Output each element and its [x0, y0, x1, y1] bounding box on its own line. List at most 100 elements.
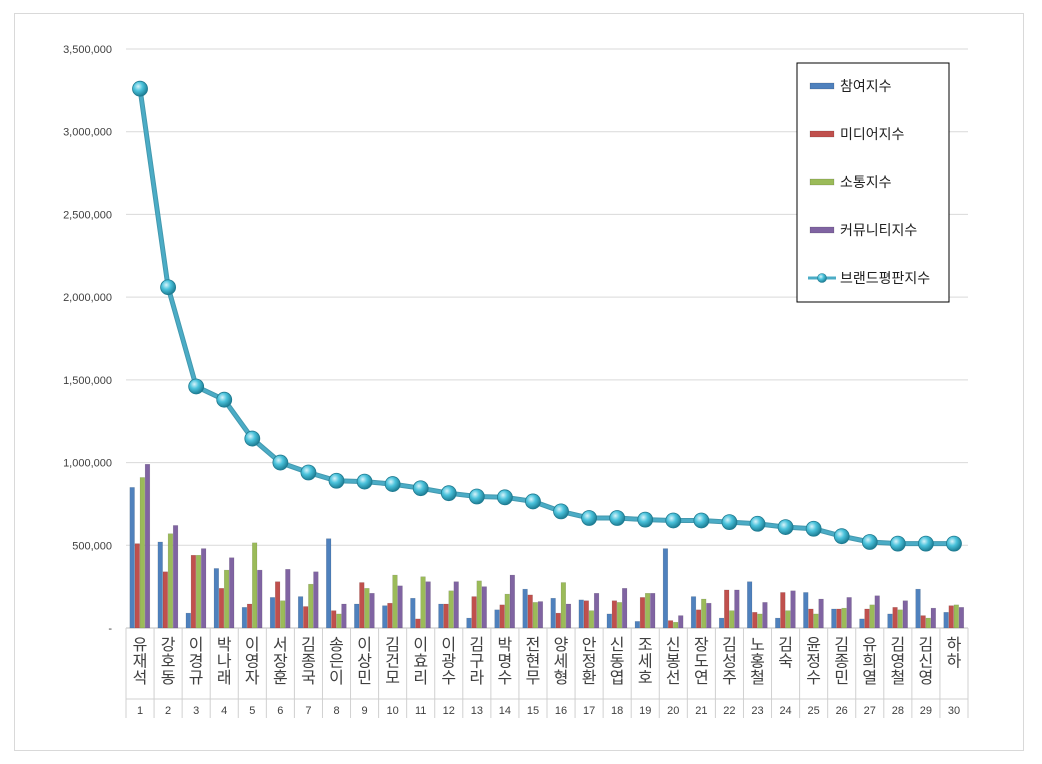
- bar-4-29: [930, 607, 936, 629]
- line-point-5: [244, 430, 261, 447]
- bar-3-13: [476, 580, 482, 629]
- bar-3-8: [336, 613, 342, 629]
- rank-label: 11: [415, 705, 426, 717]
- bar-1-27: [859, 618, 865, 629]
- bar-3-25: [813, 613, 819, 629]
- line-point-6: [272, 454, 289, 471]
- line-point-22: [721, 514, 738, 531]
- bar-1-6: [269, 597, 276, 629]
- line-point-3: [188, 378, 205, 395]
- bar-2-1: [134, 543, 140, 629]
- bar-2-19: [639, 597, 646, 629]
- bar-4-25: [818, 598, 824, 629]
- bar-3-19: [644, 593, 651, 629]
- rank-label: 22: [723, 705, 735, 717]
- bar-3-11: [420, 576, 426, 629]
- bar-2-29: [920, 615, 926, 629]
- bar-1-18: [606, 613, 612, 629]
- bar-2-22: [724, 589, 730, 629]
- bar-3-4: [223, 569, 230, 629]
- bar-2-14: [499, 604, 505, 629]
- y-tick-label: 2,000,000: [63, 292, 112, 304]
- rank-label: 9: [362, 705, 368, 717]
- bar-3-30: [953, 604, 959, 629]
- bar-4-28: [902, 600, 908, 629]
- bar-1-7: [297, 596, 304, 629]
- bar-4-2: [172, 525, 179, 629]
- bar-3-12: [448, 590, 454, 629]
- line-point-2: [160, 279, 177, 296]
- rank-label: 30: [948, 705, 960, 717]
- rank-label: 27: [864, 705, 876, 717]
- bar-4-30: [958, 607, 965, 629]
- bar-4-12: [453, 581, 459, 629]
- bar-3-10: [392, 574, 398, 629]
- bar-4-19: [650, 593, 656, 629]
- bar-3-22: [729, 610, 735, 629]
- bar-1-24: [775, 617, 781, 629]
- bar-4-16: [565, 603, 572, 629]
- y-tick-label: -: [108, 623, 112, 635]
- bar-1-19: [634, 621, 640, 629]
- bar-1-20: [662, 548, 669, 629]
- line-point-30: [946, 535, 962, 552]
- bar-2-23: [752, 612, 758, 629]
- bar-2-26: [836, 608, 842, 629]
- bar-4-15: [537, 601, 544, 629]
- bar-1-25: [803, 592, 809, 629]
- rank-label: 10: [387, 705, 399, 717]
- line-point-13: [468, 488, 485, 505]
- line-point-12: [440, 485, 457, 502]
- bar-4-7: [313, 571, 319, 629]
- line-point-23: [749, 515, 766, 532]
- bar-2-25: [808, 608, 814, 629]
- bar-1-4: [213, 568, 219, 629]
- y-tick-label: 1,000,000: [63, 458, 112, 470]
- line-point-9: [356, 473, 373, 490]
- rank-label: 5: [249, 705, 255, 717]
- rank-label: 25: [808, 705, 820, 717]
- rank-label: 29: [920, 705, 932, 717]
- bar-2-2: [162, 571, 168, 629]
- bar-2-28: [892, 607, 898, 629]
- bar-1-1: [129, 487, 135, 629]
- bar-1-26: [831, 608, 837, 629]
- bar-3-28: [897, 609, 903, 629]
- bar-4-20: [678, 615, 684, 629]
- bar-3-26: [841, 607, 847, 629]
- bar-4-24: [790, 590, 796, 629]
- line-point-18: [609, 510, 626, 526]
- bar-3-2: [167, 533, 174, 629]
- bar-3-17: [588, 610, 595, 629]
- legend-swatch: [809, 82, 835, 90]
- legend-swatch: [809, 226, 835, 234]
- line-point-21: [693, 512, 710, 529]
- bar-4-26: [846, 597, 852, 629]
- bar-4-18: [622, 588, 628, 629]
- line-point-10: [384, 476, 401, 492]
- bar-1-11: [410, 597, 416, 629]
- y-tick-label: 3,000,000: [63, 127, 112, 139]
- rank-label: 16: [555, 705, 567, 717]
- y-tick-label: 1,500,000: [63, 375, 112, 387]
- rank-label: 19: [639, 705, 651, 717]
- bar-2-16: [555, 612, 561, 629]
- rank-label: 14: [499, 705, 511, 717]
- legend-label: 미디어지수: [840, 127, 905, 143]
- bar-3-29: [925, 617, 931, 629]
- line-point-11: [412, 480, 429, 497]
- bar-1-28: [887, 613, 893, 629]
- y-axis-tick-labels: - 500,000 1,000,000 1,500,000 2,000,000 2,500…: [63, 44, 112, 635]
